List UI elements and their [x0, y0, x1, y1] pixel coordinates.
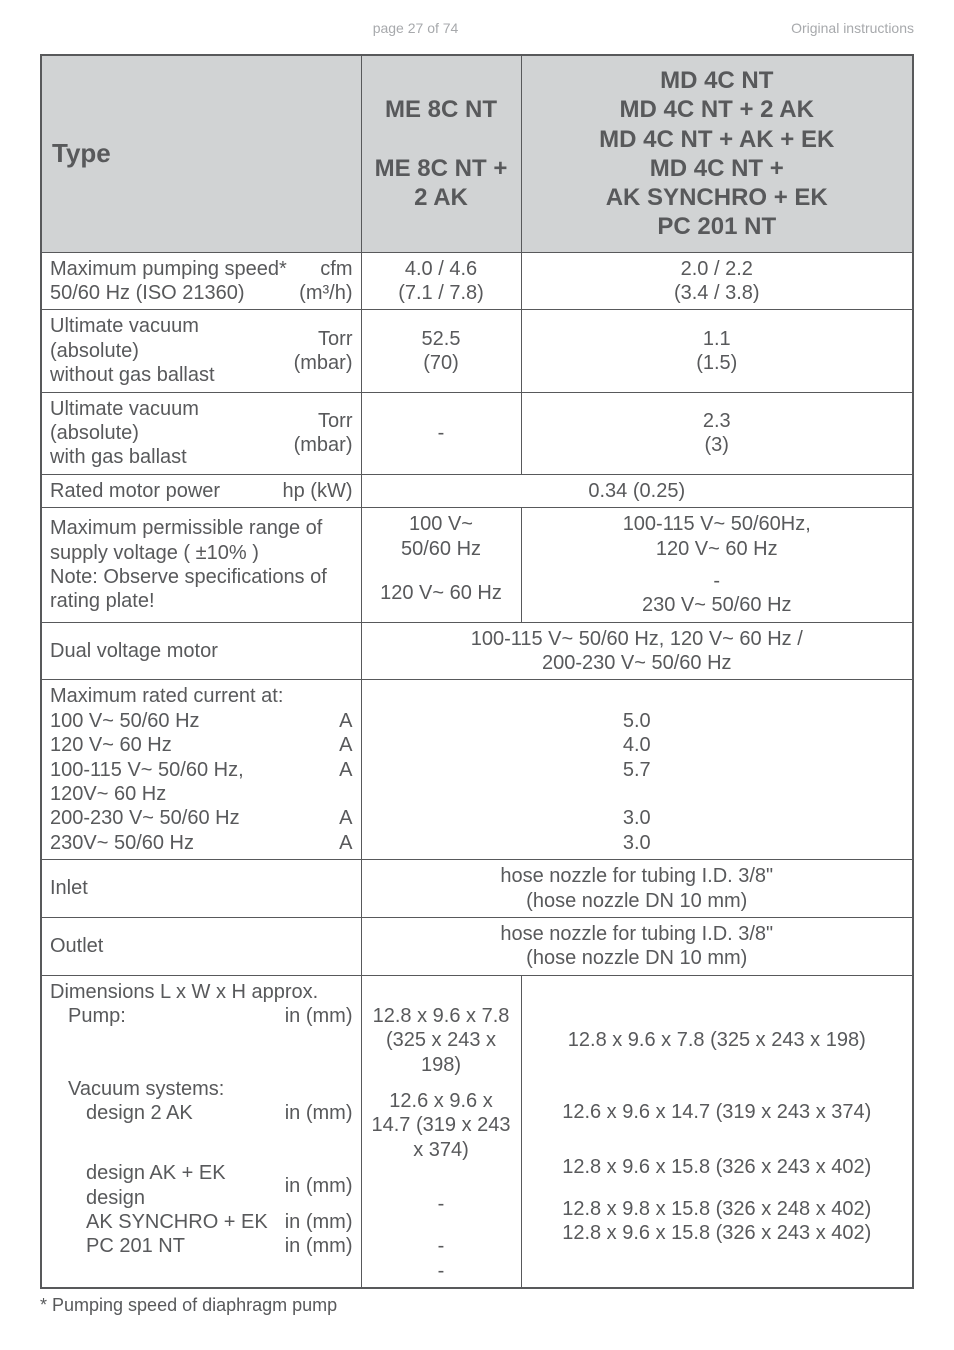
r3-v3: 2.3 (3): [521, 392, 913, 474]
page-header: page 27 of 74 Original instructions: [40, 20, 914, 36]
r2-param: Ultimate vacuum (absolute) without gas b…: [41, 310, 361, 392]
r3-param: Ultimate vacuum (absolute) with gas ball…: [41, 392, 361, 474]
r9-param: Outlet: [41, 917, 361, 975]
page-number: page 27 of 74: [40, 20, 791, 36]
r6-v: 100-115 V~ 50/60 Hz, 120 V~ 60 Hz / 200-…: [361, 622, 913, 680]
r1-param: Maximum pumping speed* 50/60 Hz (ISO 213…: [41, 252, 361, 310]
footnote: * Pumping speed of diaphragm pump: [40, 1295, 914, 1316]
r8-param: Inlet: [41, 860, 361, 918]
r9-v: hose nozzle for tubing I.D. 3/8" (hose n…: [361, 917, 913, 975]
r7-v: 5.0 4.0 5.7 3.0 3.0: [361, 680, 913, 860]
r5-v3a: 100-115 V~ 50/60Hz, 120 V~ 60 Hz: [521, 508, 913, 565]
spec-table: Type ME 8C NT ME 8C NT + 2 AK MD 4C NT M…: [40, 54, 914, 1289]
r2-v3: 1.1 (1.5): [521, 310, 913, 392]
th-c3: MD 4C NT MD 4C NT + 2 AK MD 4C NT + AK +…: [521, 55, 913, 252]
header-right: Original instructions: [791, 20, 914, 36]
r10-param: Dimensions L x W x H approx. Pump:in (mm…: [41, 975, 361, 1288]
r10-v2: 12.8 x 9.6 x 7.8 (325 x 243 x 198) 12.6 …: [361, 975, 521, 1288]
r3-v2: -: [361, 392, 521, 474]
r4-v: 0.34 (0.25): [361, 474, 913, 507]
r10-v3: 12.8 x 9.6 x 7.8 (325 x 243 x 198) 12.6 …: [521, 975, 913, 1288]
r7-param: Maximum rated current at: 100 V~ 50/60 H…: [41, 680, 361, 860]
th-type: Type: [41, 55, 361, 252]
r5-param: Maximum permissible range of supply volt…: [41, 508, 361, 623]
r8-v: hose nozzle for tubing I.D. 3/8" (hose n…: [361, 860, 913, 918]
th-c2: ME 8C NT ME 8C NT + 2 AK: [361, 55, 521, 252]
r5-v2a: 100 V~ 50/60 Hz: [361, 508, 521, 565]
r5-v2b: 120 V~ 60 Hz: [361, 565, 521, 622]
r4-param: Rated motor power hp (kW): [41, 474, 361, 507]
r6-param: Dual voltage motor: [41, 622, 361, 680]
r1-v3: 2.0 / 2.2 (3.4 / 3.8): [521, 252, 913, 310]
r5-v3b: - 230 V~ 50/60 Hz: [521, 565, 913, 622]
r1-v2: 4.0 / 4.6 (7.1 / 7.8): [361, 252, 521, 310]
page: page 27 of 74 Original instructions Type…: [0, 0, 954, 1346]
r2-v2: 52.5 (70): [361, 310, 521, 392]
